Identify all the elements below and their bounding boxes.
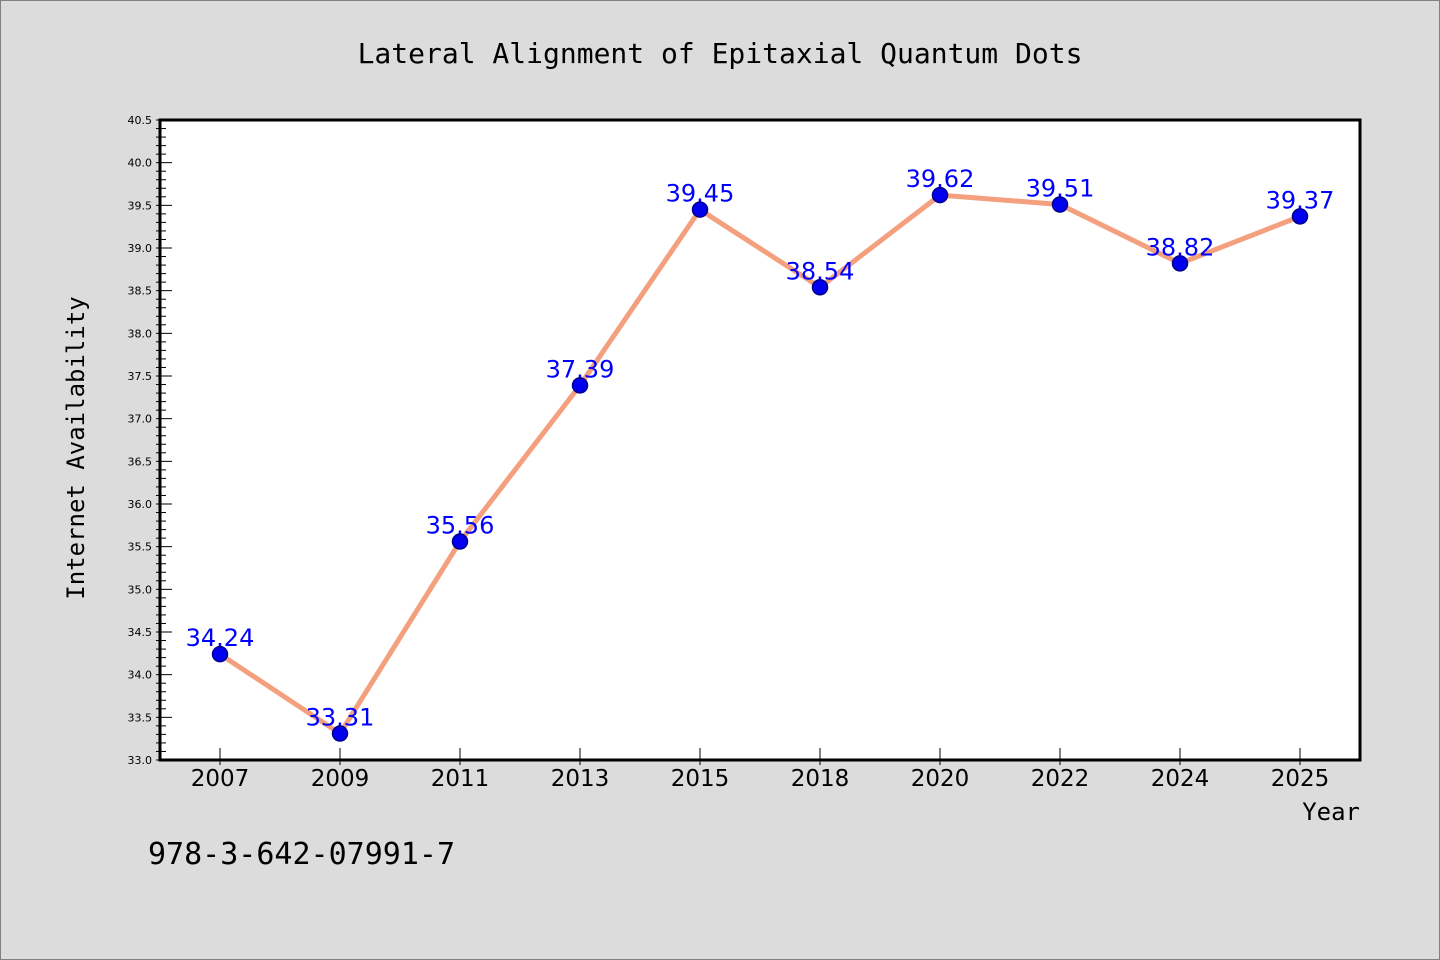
y-tick-label: 38.0	[128, 327, 153, 340]
data-label: 37.39	[546, 355, 615, 383]
data-point	[331, 725, 349, 742]
y-tick-label: 36.5	[128, 455, 153, 468]
data-label: 39.45	[666, 180, 735, 208]
data-point	[571, 377, 589, 394]
x-tick-label: 2020	[911, 766, 970, 792]
data-label: 38.82	[1146, 233, 1215, 261]
data-label: 39.62	[906, 165, 975, 193]
y-axis: 33.0 33.5 34.0 34.5 35.0 35.5 36.0 36.5 37.0 37.5…	[128, 114, 172, 767]
data-point	[1051, 196, 1069, 213]
plot-area	[158, 118, 1362, 762]
y-tick-label: 33.0	[128, 754, 153, 767]
x-tick-label: 2018	[791, 766, 850, 792]
x-tick-label: 2011	[431, 766, 490, 792]
y-tick-label: 37.0	[128, 413, 153, 426]
data-point	[1291, 208, 1309, 225]
y-tick-label: 33.5	[128, 711, 153, 724]
data-point	[1171, 255, 1189, 272]
y-tick-label: 37.5	[128, 370, 153, 383]
data-point	[811, 279, 829, 296]
y-tick-label: 34.5	[128, 626, 153, 639]
data-label: 38.54	[786, 257, 855, 285]
x-axis: 2007 2009 2011 2013 2015 2018 2020 2022 2024 2025	[191, 748, 1330, 792]
y-tick-label: 35.0	[128, 583, 153, 596]
data-labels: 34.24 33.31 35.56 37.39 39.45 38.54 39.62 39.51…	[186, 165, 1335, 731]
x-axis-title: Year	[1302, 798, 1360, 826]
chart-title: Lateral Alignment of Epitaxial Quantum D…	[358, 37, 1083, 70]
y-tick-label: 40.0	[128, 157, 153, 170]
y-tick-label: 34.0	[128, 669, 153, 682]
x-tick-label: 2024	[1151, 766, 1210, 792]
data-label: 39.37	[1266, 186, 1335, 214]
data-label: 33.31	[306, 704, 375, 732]
isbn-text: 978-3-642-07991-7	[148, 837, 455, 872]
x-tick-label: 2013	[551, 766, 610, 792]
y-tick-label: 39.0	[128, 242, 153, 255]
series-internet-availability	[211, 186, 1309, 742]
data-point	[211, 645, 229, 663]
data-point	[931, 186, 949, 204]
x-tick-label: 2022	[1031, 766, 1090, 792]
y-axis-title: Internet Availability	[62, 296, 90, 599]
y-tick-label: 39.5	[128, 199, 153, 212]
x-tick-label: 2009	[311, 766, 370, 792]
data-point	[451, 533, 469, 550]
x-tick-label: 2015	[671, 766, 730, 792]
series-line	[217, 192, 1303, 737]
data-label: 35.56	[426, 512, 495, 540]
data-label: 39.51	[1026, 174, 1095, 202]
x-tick-label: 2025	[1271, 766, 1330, 792]
data-point	[691, 201, 709, 218]
y-tick-label: 36.0	[128, 498, 153, 511]
y-tick-label: 35.5	[128, 541, 153, 554]
x-tick-label: 2007	[191, 766, 250, 792]
data-label: 34.24	[186, 624, 255, 652]
y-tick-label: 40.5	[128, 114, 153, 127]
y-tick-label: 38.5	[128, 285, 153, 298]
